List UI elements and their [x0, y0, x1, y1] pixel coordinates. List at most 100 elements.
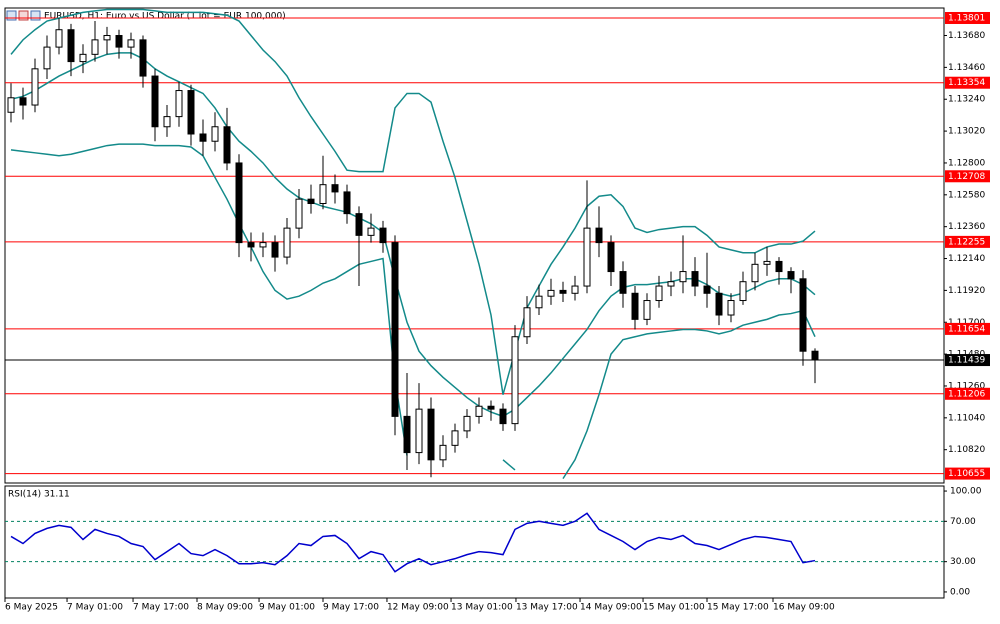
- level-label-box: [945, 387, 990, 400]
- y-tick-label: 1.12360: [948, 222, 985, 232]
- y-tick-label: 1.13020: [948, 127, 985, 137]
- candle-body: [583, 227, 591, 287]
- candle-body: [331, 184, 339, 193]
- level-label-box: [945, 235, 990, 248]
- candle-body: [703, 285, 711, 294]
- rsi-line: [10, 512, 816, 573]
- bollinger-band: [10, 8, 816, 395]
- candle-body: [115, 35, 123, 48]
- candle-body: [631, 292, 639, 320]
- candle-body: [775, 260, 783, 273]
- x-tick-label: 15 May 17:00: [707, 603, 769, 613]
- level-label: 1.13354: [948, 78, 985, 88]
- header-icons: [6, 10, 41, 21]
- candle-body: [727, 300, 735, 316]
- candle-body: [235, 162, 243, 244]
- candle-body: [175, 90, 183, 118]
- candle-body: [319, 184, 327, 205]
- candle-body: [379, 227, 387, 244]
- y-tick-label: 100.00: [950, 487, 982, 497]
- candle-body: [571, 285, 579, 294]
- x-tick-label: 6 May 2025: [5, 603, 58, 613]
- candle-body: [811, 350, 819, 361]
- y-tick-label: 1.11920: [948, 286, 985, 296]
- candle-body: [463, 415, 471, 432]
- candle-body: [655, 285, 663, 302]
- level-label: 1.10655: [948, 469, 985, 479]
- candle-body: [91, 39, 99, 55]
- chart-title: EURUSD, H1: Euro vs US Dollar (1 lot = E…: [44, 12, 286, 22]
- candle-body: [31, 68, 39, 106]
- candle-body: [451, 430, 459, 446]
- candle-body: [367, 227, 375, 236]
- level-label-box: [945, 170, 990, 183]
- candle-body: [715, 292, 723, 316]
- candle-body: [355, 213, 363, 236]
- price-pane: [4, 7, 945, 484]
- x-tick-label: 16 May 09:00: [773, 603, 835, 613]
- candle-body: [511, 336, 519, 425]
- y-tick-label: 1.12140: [948, 254, 985, 264]
- level-label: 1.11206: [948, 389, 985, 399]
- candle-body: [643, 300, 651, 320]
- level-label-box: [945, 76, 990, 89]
- candle-body: [547, 289, 555, 297]
- x-tick-label: 8 May 09:00: [197, 603, 253, 613]
- candle-body: [295, 198, 303, 229]
- y-tick-label: 1.10820: [948, 445, 985, 455]
- current-price-box: [945, 354, 990, 367]
- y-tick-label: 1.11700: [948, 318, 985, 328]
- y-tick-label: 1.12580: [948, 190, 985, 200]
- candle-body: [535, 295, 543, 309]
- candle-body: [679, 271, 687, 283]
- candle-body: [343, 191, 351, 215]
- level-label: 1.11654: [948, 324, 985, 334]
- y-tick-label: 1.13680: [948, 31, 985, 41]
- y-tick-label: 30.00: [950, 557, 976, 567]
- candle-body: [307, 198, 315, 205]
- candle-body: [763, 260, 771, 265]
- level-label: 1.13801: [948, 13, 985, 23]
- candle-body: [139, 39, 147, 77]
- candle-body: [151, 75, 159, 128]
- level-label: 1.12255: [948, 237, 985, 247]
- y-tick-label: 1.12800: [948, 158, 985, 168]
- level-label-box: [945, 467, 990, 480]
- y-tick-label: 1.11260: [948, 381, 985, 391]
- candle-body: [403, 415, 411, 454]
- rsi-pane: [4, 485, 945, 599]
- candle-body: [43, 46, 51, 70]
- x-tick-label: 7 May 17:00: [133, 603, 189, 613]
- x-tick-label: 13 May 01:00: [451, 603, 513, 613]
- x-tick-label: 13 May 17:00: [516, 603, 578, 613]
- candle-body: [499, 408, 507, 425]
- candle-body: [559, 289, 567, 294]
- level-label-box: [945, 11, 990, 24]
- x-tick-label: 15 May 01:00: [643, 603, 705, 613]
- candle-body: [163, 116, 171, 128]
- y-tick-label: 0.00: [950, 587, 970, 597]
- candle-body: [667, 281, 675, 287]
- candle-body: [739, 281, 747, 302]
- candle-body: [799, 278, 807, 352]
- candle-body: [475, 405, 483, 417]
- level-label-box: [945, 322, 990, 335]
- candle-body: [523, 307, 531, 338]
- x-tick-label: 7 May 01:00: [67, 603, 123, 613]
- candle-body: [751, 263, 759, 283]
- candle-body: [619, 271, 627, 294]
- x-tick-label: 14 May 09:00: [580, 603, 642, 613]
- candle-body: [259, 242, 267, 248]
- candle-body: [787, 271, 795, 280]
- candle-body: [439, 444, 447, 461]
- x-tick-label: 9 May 17:00: [323, 603, 379, 613]
- y-tick-label: 70.00: [950, 517, 976, 527]
- bollinger-band: [10, 143, 816, 480]
- candle-body: [487, 405, 495, 410]
- candle-body: [595, 227, 603, 244]
- candle-body: [283, 227, 291, 258]
- y-tick-label: 1.13240: [948, 95, 985, 105]
- y-tick-label: 1.11040: [948, 413, 985, 423]
